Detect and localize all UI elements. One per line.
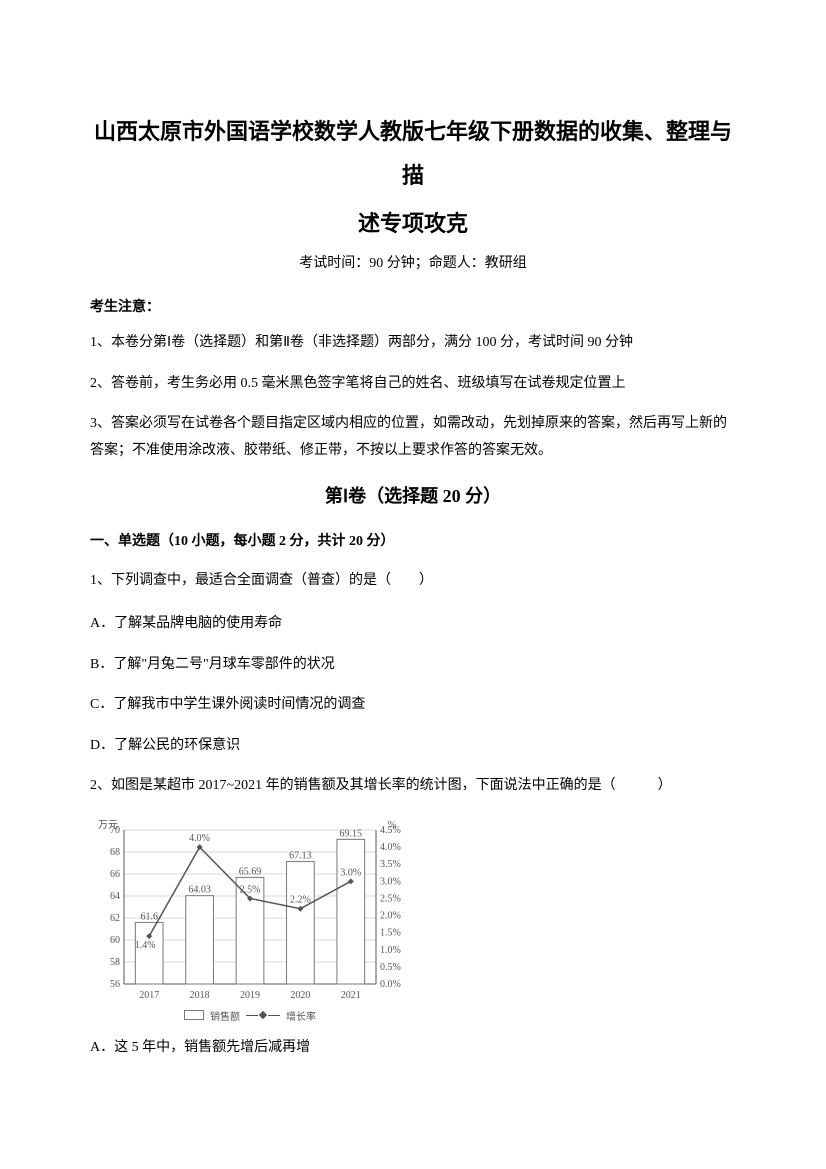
q1-option-d: D．了解公民的环保意识 — [90, 733, 736, 760]
svg-text:61.6: 61.6 — [140, 911, 158, 922]
chart-legend: 销售额 增长率 — [90, 1008, 410, 1023]
svg-text:3.5%: 3.5% — [380, 859, 401, 870]
svg-text:0.5%: 0.5% — [380, 962, 401, 973]
q1-option-c: C．了解我市中学生课外阅读时间情况的调查 — [90, 692, 736, 719]
svg-text:2020: 2020 — [290, 990, 310, 1001]
svg-text:4.0%: 4.0% — [189, 833, 210, 844]
svg-text:3.0%: 3.0% — [380, 876, 401, 887]
svg-text:1.5%: 1.5% — [380, 928, 401, 939]
svg-text:2.5%: 2.5% — [380, 893, 401, 904]
svg-text:2017: 2017 — [139, 990, 159, 1001]
sales-chart-svg: 56586062646668700.0%0.5%1.0%1.5%2.0%2.5%… — [90, 816, 410, 1006]
notice-item-1: 1、本卷分第Ⅰ卷（选择题）和第Ⅱ卷（非选择题）两部分，满分 100 分，考试时间… — [90, 330, 736, 357]
svg-text:2.2%: 2.2% — [290, 895, 311, 906]
svg-text:69.15: 69.15 — [340, 828, 363, 839]
svg-text:60: 60 — [110, 935, 120, 946]
notice-heading: 考生注意： — [90, 296, 736, 316]
notice-item-3: 3、答案必须写在试卷各个题目指定区域内相应的位置，如需改动，先划掉原来的答案，然… — [90, 411, 736, 464]
q2-option-a: A．这 5 年中，销售额先增后减再增 — [90, 1035, 736, 1062]
doc-title-line1: 山西太原市外国语学校数学人教版七年级下册数据的收集、整理与描 — [90, 110, 736, 198]
svg-text:2.5%: 2.5% — [240, 884, 261, 895]
svg-text:64.03: 64.03 — [188, 885, 211, 896]
legend-line-icon — [246, 1012, 280, 1018]
legend-line-label: 增长率 — [286, 1008, 316, 1023]
svg-text:0.0%: 0.0% — [380, 979, 401, 990]
svg-text:2019: 2019 — [240, 990, 260, 1001]
svg-text:万元: 万元 — [98, 820, 118, 831]
section1-heading: 第Ⅰ卷（选择题 20 分） — [90, 482, 736, 508]
q1-stem: 1、下列调查中，最适合全面调查（普查）的是（ ） — [90, 568, 736, 595]
svg-text:2018: 2018 — [190, 990, 210, 1001]
notice-item-2: 2、答卷前，考生务必用 0.5 毫米黑色签字笔将自己的姓名、班级填写在试卷规定位… — [90, 371, 736, 398]
sales-chart: 56586062646668700.0%0.5%1.0%1.5%2.0%2.5%… — [90, 816, 736, 1023]
legend-bar-icon — [184, 1010, 204, 1020]
page: 山西太原市外国语学校数学人教版七年级下册数据的收集、整理与描 述专项攻克 考试时… — [0, 0, 826, 1169]
svg-text:56: 56 — [110, 979, 120, 990]
svg-text:67.13: 67.13 — [289, 851, 312, 862]
svg-text:1.0%: 1.0% — [380, 945, 401, 956]
q1-option-b: B．了解"月兔二号"月球车零部件的状况 — [90, 652, 736, 679]
svg-text:64: 64 — [110, 891, 120, 902]
svg-text:58: 58 — [110, 957, 120, 968]
svg-text:62: 62 — [110, 913, 120, 924]
svg-text:3.0%: 3.0% — [340, 867, 361, 878]
svg-text:2021: 2021 — [341, 990, 361, 1001]
svg-text:1.4%: 1.4% — [135, 940, 156, 951]
svg-text:4.0%: 4.0% — [380, 842, 401, 853]
group-heading: 一、单选题（10 小题，每小题 2 分，共计 20 分） — [90, 530, 736, 550]
svg-text:68: 68 — [110, 847, 120, 858]
svg-text:%: % — [388, 820, 396, 831]
svg-text:2.0%: 2.0% — [380, 910, 401, 921]
svg-text:65.69: 65.69 — [239, 866, 262, 877]
svg-text:66: 66 — [110, 869, 120, 880]
doc-title-line2: 述专项攻克 — [90, 202, 736, 246]
doc-subtitle: 考试时间：90 分钟；命题人：教研组 — [90, 252, 736, 272]
legend-bar-label: 销售额 — [210, 1008, 240, 1023]
q2-stem: 2、如图是某超市 2017~2021 年的销售额及其增长率的统计图，下面说法中正… — [90, 773, 736, 800]
q1-option-a: A．了解某品牌电脑的使用寿命 — [90, 611, 736, 638]
